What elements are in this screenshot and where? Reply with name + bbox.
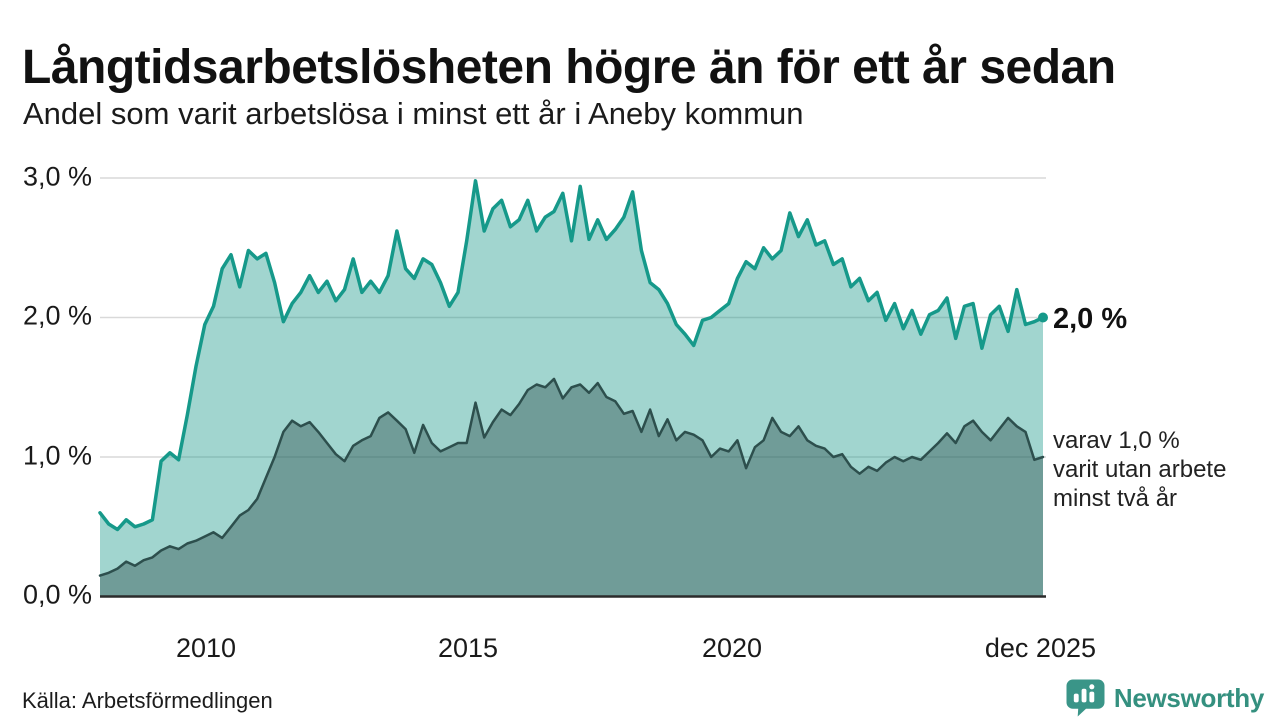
y-axis-label-3: 3,0 %: [22, 161, 92, 192]
x-axis-label-2020: 2020: [701, 633, 763, 663]
brand-name: Newsworthy: [1113, 682, 1264, 713]
secondary-value-line3: minst två år: [1053, 485, 1178, 512]
secondary-value-line2: varit utan arbete: [1053, 456, 1227, 483]
page-title: Långtidsarbetslösheten högre än för ett …: [22, 41, 1116, 95]
x-axis-label-dec-2025: dec 2025: [984, 633, 1096, 663]
logo-bar-3: [1089, 691, 1095, 703]
logo-bar-2: [1081, 688, 1087, 703]
logo-dot: [1089, 684, 1095, 690]
endpoint-dot: [1038, 312, 1048, 323]
secondary-value-label: varav 1,0 % varit utan arbete minst två …: [1053, 426, 1226, 513]
newsworthy-logo: Newsworthy: [1066, 678, 1264, 718]
series-total-line: [98, 179, 1045, 532]
secondary-value-line1: varav 1,0 %: [1053, 427, 1180, 454]
series-two-year-area: [100, 378, 1043, 597]
source-credit: Källa: Arbetsförmedlingen: [22, 688, 273, 713]
y-axis-label-2: 2,0 %: [22, 300, 92, 331]
logo-bar-1: [1073, 693, 1079, 703]
latest-value-label: 2,0 %: [1053, 303, 1128, 335]
page-subtitle: Andel som varit arbetslösa i minst ett å…: [23, 96, 804, 131]
newsworthy-bubble-icon: [1066, 679, 1105, 717]
x-axis-label-2010: 2010: [175, 633, 237, 663]
series-two-year-line: [98, 377, 1045, 577]
y-axis-label-1: 1,0 %: [22, 440, 92, 471]
y-axis-label-0: 0,0 %: [22, 579, 92, 610]
x-axis-label-2015: 2015: [437, 633, 499, 663]
